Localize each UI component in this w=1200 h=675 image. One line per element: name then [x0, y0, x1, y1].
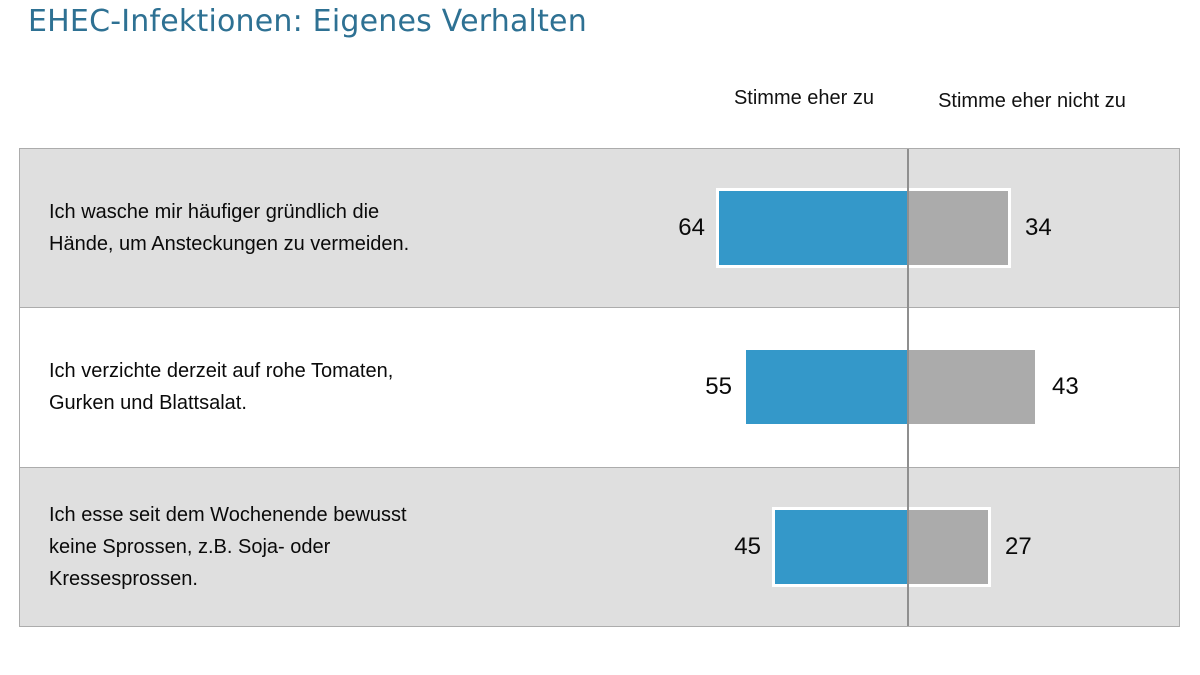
column-header-disagree: Stimme eher nicht zu [938, 90, 1126, 112]
agree-bar [775, 509, 908, 584]
agree-value-label: 55 [705, 373, 732, 401]
agree-bar [746, 350, 908, 425]
chart-table: Ich wasche mir häufiger gründlich die Hä… [19, 148, 1180, 627]
disagree-value-label: 34 [1025, 214, 1052, 242]
chart-title: EHEC-Infektionen: Eigenes Verhalten [28, 4, 587, 39]
agree-value-label: 64 [678, 214, 705, 242]
column-header-agree: Stimme eher zu [733, 87, 875, 109]
disagree-bar [908, 191, 1008, 266]
bar-group [772, 506, 991, 587]
agree-bar [719, 191, 908, 266]
center-axis-line [907, 149, 909, 626]
row-label: Ich verzichte derzeit auf rohe Tomaten, … [49, 355, 609, 419]
row-label-line: Ich esse seit dem Wochenende bewusst [49, 503, 407, 526]
row-label-line: Ich wasche mir häufiger gründlich die [49, 201, 380, 224]
bar-group [716, 188, 1011, 269]
row-label-line: Ich verzichte derzeit auf rohe Tomaten, [49, 360, 394, 383]
table-row: Ich verzichte derzeit auf rohe Tomaten, … [20, 307, 1179, 467]
row-label-line: keine Sprossen, z.B. Soja- oder [49, 535, 331, 558]
disagree-bar [908, 509, 988, 584]
disagree-value-label: 43 [1052, 373, 1079, 401]
table-row: Ich esse seit dem Wochenende bewusst kei… [20, 466, 1179, 626]
agree-value-label: 45 [734, 532, 761, 560]
row-label: Ich wasche mir häufiger gründlich die Hä… [49, 196, 609, 260]
row-label-line: Kressesprossen. [49, 567, 198, 590]
table-row: Ich wasche mir häufiger gründlich die Hä… [20, 149, 1179, 308]
disagree-bar [908, 350, 1035, 425]
row-label: Ich esse seit dem Wochenende bewusst kei… [49, 499, 609, 595]
row-label-line: Hände, um Ansteckungen zu vermeiden. [49, 233, 410, 256]
disagree-value-label: 27 [1005, 532, 1032, 560]
bar-group [743, 347, 1038, 428]
row-label-line: Gurken und Blattsalat. [49, 392, 247, 415]
